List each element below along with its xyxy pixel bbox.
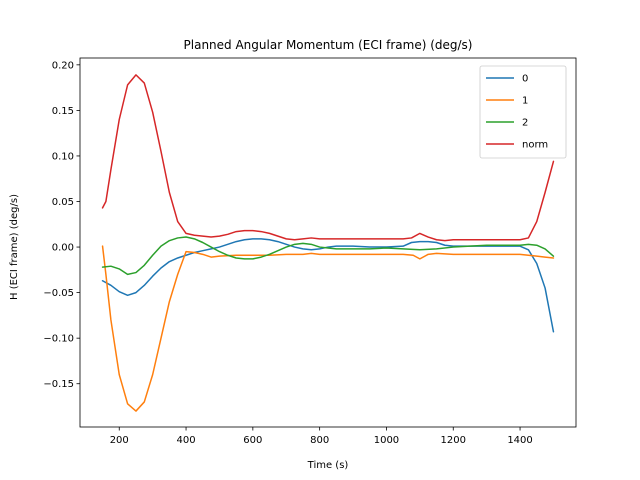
y-tick-label: −0.10 [43,334,74,345]
series-line-norm [101,74,555,242]
x-tick-label: 400 [177,435,196,446]
legend-box [479,65,567,159]
y-axis: −0.15 −0.10 −0.05 0.00 0.05 0.10 0.15 0.20 [43,60,80,390]
y-tick-label: 0.20 [52,60,74,71]
legend-label-1: 1 [522,96,528,107]
x-tick-label: 1000 [374,435,399,446]
y-tick-label: 0.05 [52,197,74,208]
x-tick-label: 800 [310,435,329,446]
axes-frame [79,57,577,428]
plot-area [79,57,577,428]
legend-label-2: 2 [522,118,528,129]
x-axis: 200 400 600 800 1000 1200 1400 [110,427,533,446]
y-tick-label: −0.05 [43,288,74,299]
legend: 0 1 2 norm [479,65,567,159]
legend-label-norm: norm [522,140,548,151]
x-tick-label: 200 [110,435,129,446]
y-axis-label: H (ECI frame) (deg/s) [9,194,20,300]
chart-title: Planned Angular Momentum (ECI frame) (de… [184,38,473,52]
x-tick-label: 1200 [441,435,466,446]
series-line-1 [101,245,555,412]
legend-label-0: 0 [522,74,528,85]
y-tick-label: 0.00 [52,243,74,254]
x-tick-label: 600 [243,435,262,446]
y-tick-label: 0.15 [52,106,74,117]
x-tick-label: 1400 [507,435,532,446]
y-tick-label: −0.15 [43,379,74,390]
y-tick-label: 0.10 [52,151,74,162]
x-axis-label: Time (s) [307,460,349,471]
series-line-0 [101,238,555,333]
series-line-2 [101,236,555,276]
